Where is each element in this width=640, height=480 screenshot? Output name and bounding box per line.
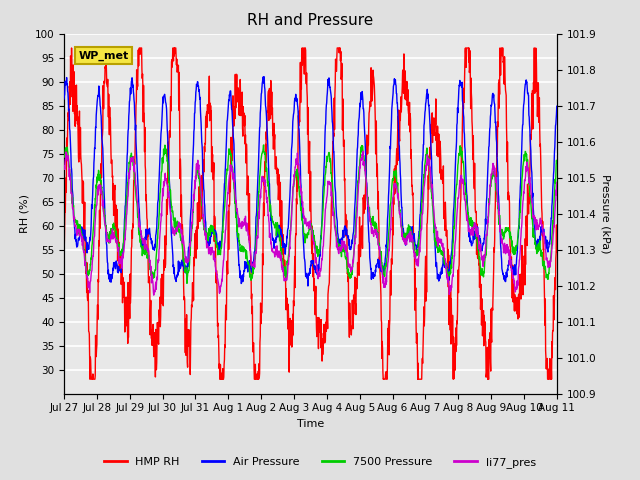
X-axis label: Time: Time: [297, 419, 324, 429]
Legend: HMP RH, Air Pressure, 7500 Pressure, li77_pres: HMP RH, Air Pressure, 7500 Pressure, li7…: [100, 452, 540, 472]
Text: WP_met: WP_met: [79, 51, 129, 61]
Y-axis label: Pressure (kPa): Pressure (kPa): [600, 174, 610, 253]
Title: RH and Pressure: RH and Pressure: [247, 13, 374, 28]
Y-axis label: RH (%): RH (%): [19, 194, 29, 233]
